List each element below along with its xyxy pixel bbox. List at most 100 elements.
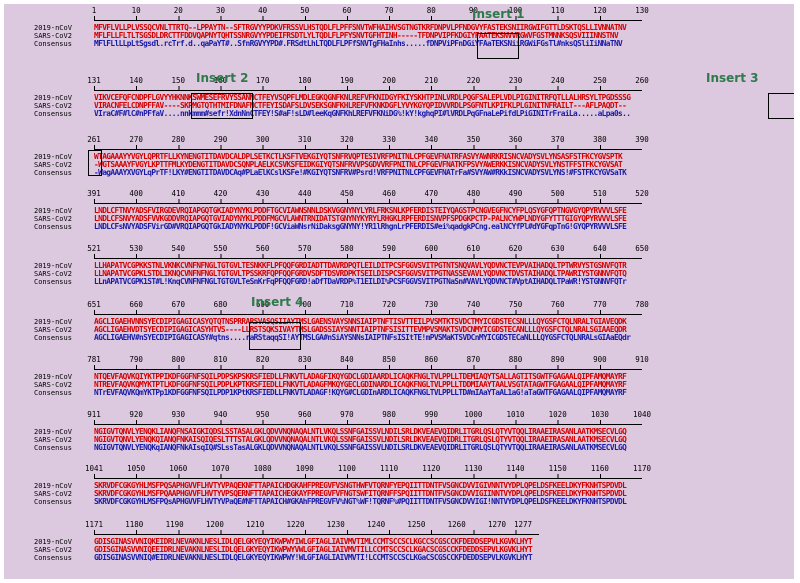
insert-box	[768, 93, 794, 119]
sequence-residues: NTREVFAQVKQMYKTPTLKDFGGFNFSQILPDPLKPTKRS…	[94, 381, 627, 389]
ruler-number: 340	[424, 135, 438, 144]
ruler-number: 1160	[590, 464, 609, 473]
sequence-row-cons: Consensus GDISGINASVVNIQ#EIDRLNEVAKNLNESL…	[4, 554, 794, 562]
ruler-numbers: 521 530 540 550 560 570 580 590 600 610 620 630 640 6…	[4, 244, 794, 253]
sequence-residues: LLnAPATVCGPK1ST#L!KnqCVNFNFNGLTGTGVLTeSn…	[94, 278, 627, 286]
sequence-row-s1: 2019-nCoV WTAGAAAYYVGYLQPRTFLLKYNENGTITDA…	[4, 153, 794, 161]
ruler-number: 400	[129, 189, 143, 198]
ruler-number: 590	[382, 244, 396, 253]
ruler-tick-line	[94, 199, 642, 204]
ruler-number: 1230	[326, 520, 345, 529]
alignment-block: 261 270 280 290 300 310 320 330 340 350 360 370 380 3…	[4, 135, 794, 185]
sequence-name: 2019-nCoV	[34, 428, 72, 436]
ruler-number: 760	[550, 300, 565, 309]
sequence-name: 2019-nCoV	[34, 207, 72, 215]
sequence-name: Consensus	[34, 40, 72, 48]
ruler-number: 900	[593, 355, 607, 364]
ruler-tick-line	[94, 420, 642, 425]
ruler-number: 740	[466, 300, 481, 309]
sequence-row-s1: 2019-nCoV SKRVDFCGKGYHLMSFPQSAPHGVVFLHVTY…	[4, 482, 794, 490]
ruler-number: 1171	[84, 520, 104, 529]
ruler-number: 790	[129, 355, 143, 364]
sequence-name: SARS-CoV2	[34, 215, 72, 223]
ruler-number: 920	[129, 410, 143, 419]
ruler-number: 640	[593, 244, 607, 253]
sequence-name: Consensus	[34, 334, 72, 342]
ruler-number: 660	[129, 300, 143, 309]
sequence-row-s2: SARS-CoV2 -WGTSAAAYFVGYLKPTTFMLKYDENGTITD…	[4, 161, 794, 169]
ruler-number: 980	[382, 410, 396, 419]
ruler-number: 330	[382, 135, 396, 144]
ruler-number: 610	[466, 244, 481, 253]
ruler-number: 600	[424, 244, 438, 253]
ruler-number: 460	[382, 189, 396, 198]
sequence-name: 2019-nCoV	[34, 538, 72, 546]
ruler-number: 220	[466, 76, 481, 85]
sequence-name: SARS-CoV2	[34, 270, 72, 278]
sequence-row-s1: 2019-nCoV AGCLIGAEHVNNSYECDIPIGAGICASYQTQ…	[4, 318, 794, 326]
ruler-number: 1270	[487, 520, 507, 529]
sequence-name: 2019-nCoV	[34, 482, 72, 490]
sequence-name: Consensus	[34, 169, 72, 177]
sequence-row-cons: Consensus VIraC#F#lC#nPFfaV....nnkmmm#sef…	[4, 110, 794, 118]
ruler-number: 1250	[407, 520, 426, 529]
ruler-number: 780	[635, 300, 649, 309]
sequence-name: SARS-CoV2	[34, 436, 72, 444]
ruler-number: 320	[340, 135, 354, 144]
ruler-number: 280	[171, 135, 186, 144]
alignment-block: 391 400 410 420 430 440 450 460 470 480 490 500 510 5…	[4, 189, 794, 239]
ruler-number: 470	[424, 189, 438, 198]
ruler-number: 580	[340, 244, 354, 253]
ruler-tick-line	[94, 530, 539, 535]
sequence-residues: NGIGVTQNVLYENQKqIANQFNkAIsqIQ#SLssTasALG…	[94, 444, 627, 452]
sequence-residues: SKRVDFCGKGYHLMSFPQAAPHGVVFLHVTYVPSQERNFT…	[94, 490, 627, 498]
ruler-number: 200	[382, 76, 396, 85]
ruler-number: 1041	[84, 464, 104, 473]
sequence-name: 2019-nCoV	[34, 262, 72, 270]
ruler-tick-line	[94, 365, 642, 370]
ruler-number: 770	[593, 300, 607, 309]
sequence-row-cons: Consensus NGIGVTQNVLYENQKqIANQFNkAIsqIQ#S…	[4, 444, 794, 452]
sequence-row-cons: Consensus -WagAAAYXVGYLqPrTF!LKY#ENGTITDA…	[4, 169, 794, 177]
ruler-number: 90	[468, 6, 478, 15]
ruler-number: 820	[255, 355, 270, 364]
sequence-name: Consensus	[34, 554, 72, 562]
ruler-number: 80	[426, 6, 436, 15]
sequence-row-s1: 2019-nCoV VIKVCEFQFCNDPFLGVYYHKNNKSWMESEF…	[4, 94, 794, 102]
ruler-number: 1070	[211, 464, 230, 473]
ruler-number: 1170	[632, 464, 652, 473]
ruler-number: 50	[300, 6, 310, 15]
ruler-number: 1190	[165, 520, 184, 529]
ruler-number: 670	[171, 300, 186, 309]
ruler-number: 620	[508, 244, 523, 253]
sequence-name: 2019-nCoV	[34, 373, 72, 381]
ruler-number: 720	[382, 300, 396, 309]
ruler-number: 380	[593, 135, 607, 144]
ruler-number: 430	[255, 189, 270, 198]
sequence-residues: NTrEVFAQVKQmYKTPp1KDFGGFNFSQILPDP1KPtKRS…	[94, 389, 627, 397]
sequence-row-s2: SARS-CoV2 AGCLIGAEHVDTSYECDIPIGAGICASYHTV…	[4, 326, 794, 334]
sequence-residues: MFVFLVLLPLVSSQCVNLTTRTQ--LPPAYTN--SFTRGV…	[94, 24, 627, 32]
sequence-row-s2: SARS-CoV2 LNDLCFSNVYADSFVVKGDDVRQIAPGQTGV…	[4, 215, 794, 223]
sequence-row-s1: 2019-nCoV LNDLCFTNVYADSFVIRGDEVRQIAPGQTGK…	[4, 207, 794, 215]
sequence-residues: NTQEVFAQVKQIYKTPPIKDFGGFNFSQILPDPSKPSKRS…	[94, 373, 627, 381]
sequence-row-s2: SARS-CoV2 LLNAPATVCGPKLSTDLIKNQCVNFNFNGLT…	[4, 270, 794, 278]
sequence-row-s2: SARS-CoV2 NGIGVTQNVLYENQKQIANQFNKAISQIQES…	[4, 436, 794, 444]
ruler-number: 390	[635, 135, 649, 144]
sequence-row-cons: Consensus AGCLIGAEHV#nSYECDIPIGAGICASY#qt…	[4, 334, 794, 342]
ruler-number: 391	[87, 189, 101, 198]
ruler-number: 490	[508, 189, 523, 198]
ruler-number: 440	[297, 189, 312, 198]
ruler-tick-line	[94, 254, 642, 259]
ruler-number: 1020	[548, 410, 567, 419]
sequence-row-s2: SARS-CoV2 GDISGINASVVNIQEEIDRLNEVAKNLNESL…	[4, 546, 794, 554]
sequence-residues: NGIGVTQNVLYENQKLIANQFNSAIGKIQDSLSSTASALG…	[94, 428, 627, 436]
ruler-number: 1220	[286, 520, 305, 529]
ruler-number: 910	[635, 355, 649, 364]
ruler-number: 950	[255, 410, 270, 419]
ruler-number: 1030	[590, 410, 609, 419]
ruler-number: 540	[171, 244, 186, 253]
sequence-residues: WTAGAAAYYVGYLQPRTFLLKYNENGTITDAVDCALDPLS…	[94, 153, 623, 161]
sequence-residues: GDISGINASVVNIQKEIDRLNEVAKNLNESLIDLQELGKY…	[94, 538, 533, 546]
ruler-numbers: 131 140 150 160 170 180 190 200 210 220 230 240 250 2…	[4, 76, 794, 85]
